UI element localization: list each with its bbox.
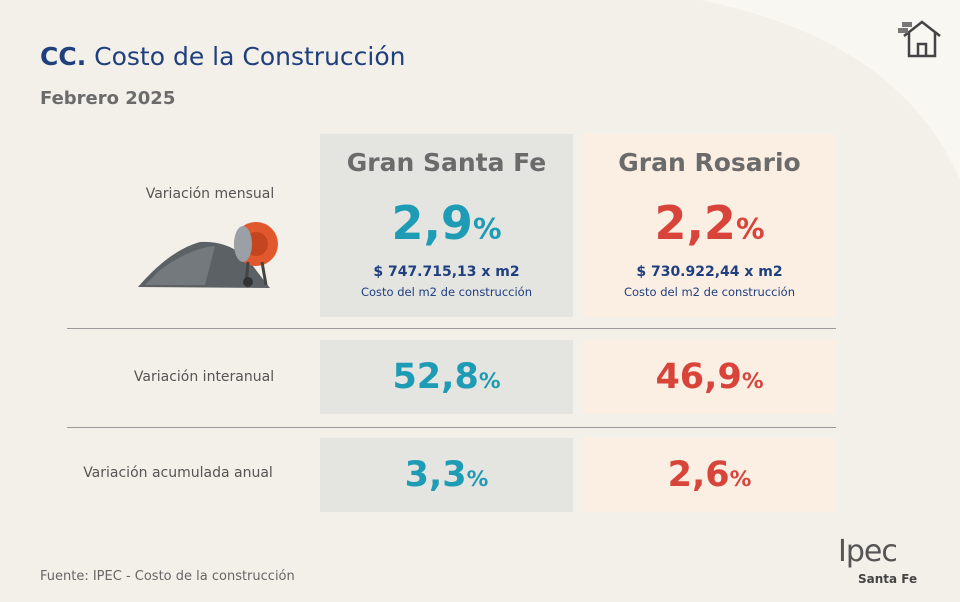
- value: 2,6%: [667, 455, 752, 495]
- cost: $ 747.715,13 x m2: [373, 264, 520, 280]
- card: Gran Rosario 2,2% $ 730.922,44 x m2 Cost…: [583, 134, 836, 317]
- value: 2,9%: [391, 196, 502, 250]
- card: 52,8%: [320, 340, 573, 414]
- cost-caption: Costo del m2 de construcción: [623, 285, 796, 299]
- separator: [67, 328, 836, 329]
- value: 3,3%: [404, 455, 489, 495]
- card: 3,3%: [320, 438, 573, 512]
- column-header: Gran Santa Fe: [346, 148, 547, 177]
- cost: $ 730.922,44 x m2: [636, 264, 783, 280]
- card: Gran Santa Fe 2,9% $ 747.715,13 x m2 Cos…: [320, 134, 573, 317]
- value: 2,2%: [654, 196, 765, 250]
- row-label: Variación interanual: [133, 369, 275, 385]
- separator: [67, 427, 836, 428]
- source: Fuente: IPEC - Costo de la construcción: [40, 569, 295, 584]
- cement-mixer-illustration: [138, 222, 278, 288]
- title: CC. Costo de la Construcción: [40, 42, 406, 71]
- logo: Ipec: [838, 534, 898, 569]
- value: 46,9%: [655, 357, 764, 397]
- card: 2,6%: [583, 438, 836, 512]
- cost-caption: Costo del m2 de construcción: [360, 285, 533, 299]
- logo-subtitle: Santa Fe: [858, 572, 918, 586]
- row-label: Variación acumulada anual: [83, 465, 273, 481]
- value: 52,8%: [392, 357, 501, 397]
- column-header: Gran Rosario: [618, 148, 801, 177]
- subtitle: Febrero 2025: [40, 88, 176, 109]
- card: 46,9%: [583, 340, 836, 414]
- row-label: Variación mensual: [145, 186, 275, 202]
